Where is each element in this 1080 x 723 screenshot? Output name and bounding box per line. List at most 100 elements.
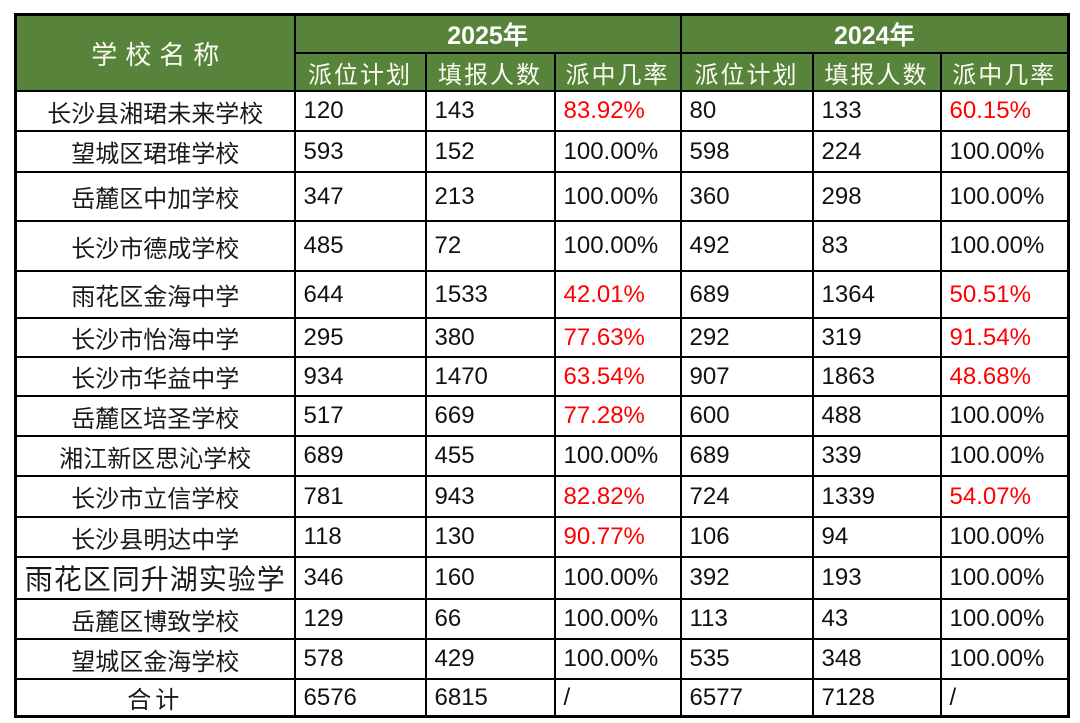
rate-2024-cell: 100.00% — [939, 435, 1070, 477]
school-name-cell: 长沙市立信学校 — [14, 475, 296, 518]
plan-2025-cell: 578 — [293, 638, 427, 680]
plan-2025-cell: 934 — [293, 356, 427, 397]
applicants-2025-cell: 429 — [424, 638, 556, 680]
applicants-2024-cell: 94 — [811, 516, 942, 558]
applicants-2025-cell: 130 — [424, 516, 556, 558]
header-sub-row: 派位计划 填报人数 派中几率 派位计划 填报人数 派中几率 — [16, 52, 1070, 92]
total-label-cell: 合计 — [14, 678, 296, 718]
plan-2024-cell: 724 — [679, 475, 814, 518]
applicants-2025-cell: 455 — [424, 435, 556, 477]
table-row: 长沙市立信学校 781 943 82.82% 724 1339 54.07% — [14, 475, 1070, 518]
column-group-2025: 2025年 — [293, 13, 682, 54]
plan-2025-cell: 347 — [293, 171, 427, 222]
applicants-2025-cell: 143 — [424, 90, 556, 132]
total-plan-2025-cell: 6576 — [293, 678, 427, 718]
rate-2025-cell: 100.00% — [553, 638, 682, 680]
applicants-2025-cell: 213 — [424, 171, 556, 222]
applicants-2025-cell: 380 — [424, 317, 556, 358]
rate-2025-cell: 100.00% — [553, 171, 682, 222]
column-header-plan-2024: 派位计划 — [679, 52, 814, 92]
plan-2025-cell: 346 — [293, 556, 427, 600]
rate-2025-cell: 83.92% — [553, 90, 682, 132]
table-row: 长沙县湘珺未来学校 120 143 83.92% 80 133 60.15% — [14, 90, 1070, 132]
applicants-2025-cell: 160 — [424, 556, 556, 600]
applicants-2024-cell: 133 — [811, 90, 942, 132]
plan-2025-cell: 129 — [293, 598, 427, 640]
plan-2024-cell: 598 — [679, 130, 814, 173]
rate-2024-cell: 100.00% — [939, 638, 1070, 680]
plan-2025-cell: 689 — [293, 435, 427, 477]
applicants-2025-cell: 152 — [424, 130, 556, 173]
plan-2025-cell: 644 — [293, 270, 427, 319]
school-name-cell: 岳麓区中加学校 — [14, 171, 296, 222]
rate-2025-cell: 100.00% — [553, 435, 682, 477]
school-name-cell: 长沙县湘珺未来学校 — [14, 90, 296, 132]
plan-2024-cell: 600 — [679, 395, 814, 437]
table-row: 岳麓区中加学校 347 213 100.00% 360 298 100.00% — [14, 171, 1070, 222]
plan-2025-cell: 485 — [293, 220, 427, 272]
applicants-2024-cell: 1364 — [811, 270, 942, 319]
rate-2025-cell: 77.63% — [553, 317, 682, 358]
table-row: 长沙县明达中学 118 130 90.77% 106 94 100.00% — [14, 516, 1070, 558]
total-applicants-2024-cell: 7128 — [811, 678, 942, 718]
rate-2024-cell: 100.00% — [939, 556, 1070, 600]
applicants-2024-cell: 43 — [811, 598, 942, 640]
rate-2024-cell: 54.07% — [939, 475, 1070, 518]
plan-2024-cell: 392 — [679, 556, 814, 600]
column-header-applicants-2024: 填报人数 — [811, 52, 942, 92]
school-name-cell: 望城区珺琟学校 — [14, 130, 296, 173]
rate-2024-cell: 100.00% — [939, 395, 1070, 437]
applicants-2025-cell: 669 — [424, 395, 556, 437]
header-year-row: 学校名称 2025年 2024年 — [14, 13, 1070, 92]
plan-2024-cell: 106 — [679, 516, 814, 558]
school-name-cell: 长沙市怡海中学 — [14, 317, 296, 358]
rate-2025-cell: 90.77% — [553, 516, 682, 558]
rate-2024-cell: 100.00% — [939, 220, 1070, 272]
rate-2024-cell: 50.51% — [939, 270, 1070, 319]
table-row: 长沙市德成学校 485 72 100.00% 492 83 100.00% — [14, 220, 1070, 272]
school-name-cell: 岳麓区培圣学校 — [14, 395, 296, 437]
plan-2024-cell: 907 — [679, 356, 814, 397]
school-name-cell: 望城区金海学校 — [14, 638, 296, 680]
total-rate-2025-cell: / — [553, 678, 682, 718]
rate-2025-cell: 100.00% — [553, 220, 682, 272]
rate-2024-cell: 60.15% — [939, 90, 1070, 132]
rate-2025-cell: 100.00% — [553, 556, 682, 600]
applicants-2024-cell: 193 — [811, 556, 942, 600]
school-name-cell: 雨花区金海中学 — [14, 270, 296, 319]
rate-2024-cell: 100.00% — [939, 516, 1070, 558]
table-row: 雨花区金海中学 644 1533 42.01% 689 1364 50.51% — [14, 270, 1070, 319]
total-rate-2024-cell: / — [939, 678, 1070, 718]
applicants-2024-cell: 488 — [811, 395, 942, 437]
school-name-cell: 长沙市华益中学 — [14, 356, 296, 397]
table-row: 长沙市怡海中学 295 380 77.63% 292 319 91.54% — [14, 317, 1070, 358]
rate-2024-cell: 100.00% — [939, 130, 1070, 173]
total-row: 合计 6576 6815 / 6577 7128 / — [14, 678, 1070, 718]
applicants-2024-cell: 1339 — [811, 475, 942, 518]
rate-2025-cell: 100.00% — [553, 598, 682, 640]
table-row: 湘江新区思沁学校 689 455 100.00% 689 339 100.00% — [14, 435, 1070, 477]
applicants-2024-cell: 83 — [811, 220, 942, 272]
plan-2024-cell: 689 — [679, 435, 814, 477]
school-lottery-table: 学校名称 2025年 2024年 派位计划 填报人数 派中几率 派位计划 填报人… — [14, 13, 1071, 718]
rate-2024-cell: 100.00% — [939, 171, 1070, 222]
column-header-rate-2025: 派中几率 — [553, 52, 682, 92]
rate-2025-cell: 100.00% — [553, 130, 682, 173]
rate-2024-cell: 91.54% — [939, 317, 1070, 358]
lottery-data-table-wrapper: 学校名称 2025年 2024年 派位计划 填报人数 派中几率 派位计划 填报人… — [14, 13, 1071, 718]
table-row: 岳麓区博致学校 129 66 100.00% 113 43 100.00% — [14, 598, 1070, 640]
applicants-2024-cell: 348 — [811, 638, 942, 680]
column-header-school-name: 学校名称 — [14, 13, 296, 92]
applicants-2024-cell: 319 — [811, 317, 942, 358]
column-header-applicants-2025: 填报人数 — [424, 52, 556, 92]
column-group-2024: 2024年 — [679, 13, 1070, 54]
table-row: 望城区金海学校 578 429 100.00% 535 348 100.00% — [14, 638, 1070, 680]
rate-2024-cell: 48.68% — [939, 356, 1070, 397]
plan-2025-cell: 593 — [293, 130, 427, 173]
school-name-cell: 长沙市德成学校 — [14, 220, 296, 272]
rate-2025-cell: 82.82% — [553, 475, 682, 518]
applicants-2024-cell: 224 — [811, 130, 942, 173]
rate-2025-cell: 42.01% — [553, 270, 682, 319]
table-row: 雨花区同升湖实验学 346 160 100.00% 392 193 100.00… — [14, 556, 1070, 600]
rate-2025-cell: 63.54% — [553, 356, 682, 397]
